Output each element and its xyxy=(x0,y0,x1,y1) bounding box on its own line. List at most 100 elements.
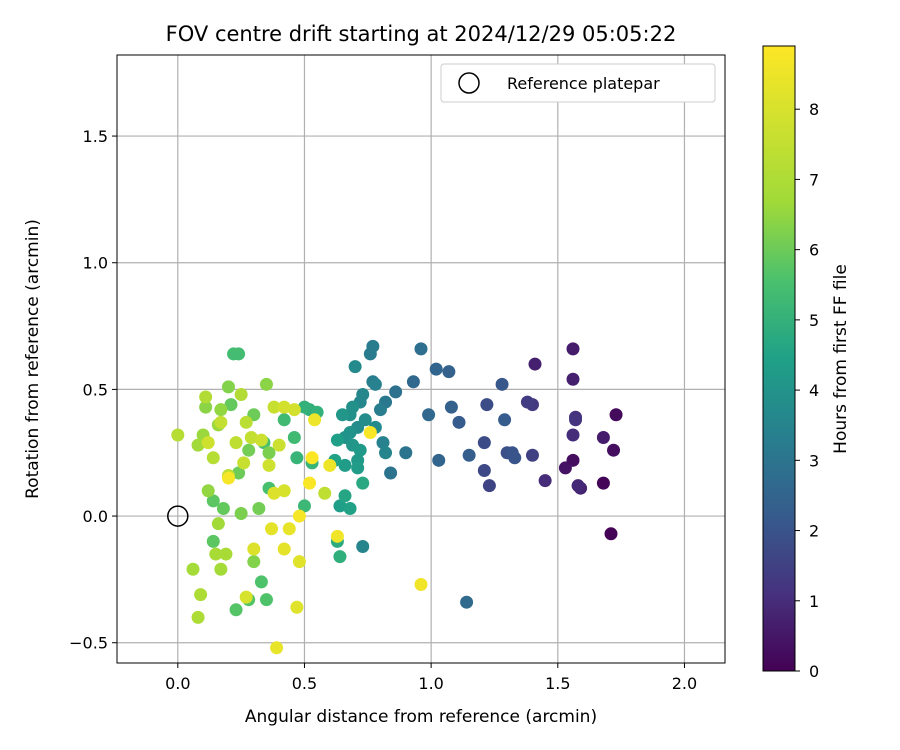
data-point xyxy=(254,433,268,447)
colorbar-tick-label: 6 xyxy=(809,241,819,260)
data-point xyxy=(234,387,248,401)
data-point xyxy=(462,448,476,462)
data-point xyxy=(566,372,580,386)
data-point xyxy=(538,474,552,488)
data-point xyxy=(209,547,223,561)
data-point xyxy=(384,466,398,480)
data-point xyxy=(528,357,542,371)
data-point xyxy=(566,342,580,356)
data-point xyxy=(221,471,235,485)
data-point xyxy=(343,501,357,515)
data-point xyxy=(201,436,215,450)
data-point xyxy=(452,415,466,429)
y-tick-label: 0.0 xyxy=(83,507,108,526)
x-tick-label: 0.0 xyxy=(165,674,190,693)
data-point xyxy=(353,443,367,457)
data-point xyxy=(368,377,382,391)
data-point xyxy=(338,458,352,472)
data-point xyxy=(308,413,322,427)
data-point xyxy=(356,476,370,490)
data-point xyxy=(199,390,213,404)
y-axis-ticks: −0.5 0.0 0.5 1.0 1.5 xyxy=(69,127,117,653)
data-point xyxy=(262,458,276,472)
data-point xyxy=(406,375,420,389)
data-point xyxy=(199,400,213,414)
data-point xyxy=(277,413,291,427)
data-point xyxy=(292,555,306,569)
data-point xyxy=(227,347,241,361)
data-point xyxy=(214,562,228,576)
data-point xyxy=(206,534,220,548)
data-point xyxy=(495,377,509,391)
data-point xyxy=(323,458,337,472)
y-tick-label: −0.5 xyxy=(69,634,108,653)
colorbar-tick-label: 4 xyxy=(809,381,819,400)
data-point xyxy=(480,398,494,412)
data-point xyxy=(566,428,580,442)
data-point xyxy=(596,476,610,490)
legend-entry-label: Reference platepar xyxy=(507,74,660,93)
data-point xyxy=(356,539,370,553)
data-point xyxy=(333,550,347,564)
data-point xyxy=(505,446,519,460)
data-point xyxy=(277,484,291,498)
data-point xyxy=(262,446,276,460)
data-point xyxy=(571,479,585,493)
data-point xyxy=(297,400,311,414)
data-point xyxy=(399,446,413,460)
data-point xyxy=(254,575,268,589)
colorbar-ticks: 0 1 2 3 4 5 6 7 8 xyxy=(795,100,819,681)
data-point xyxy=(292,509,306,523)
data-point xyxy=(232,466,246,480)
data-point xyxy=(191,438,205,452)
data-point xyxy=(247,555,261,569)
data-point xyxy=(214,415,228,429)
y-tick-label: 1.0 xyxy=(83,254,108,273)
data-point xyxy=(429,362,443,376)
data-point xyxy=(272,438,286,452)
colorbar: 0 1 2 3 4 5 6 7 8 Hours from first FF file xyxy=(762,45,851,681)
data-point xyxy=(379,446,393,460)
data-point xyxy=(444,400,458,414)
data-point xyxy=(414,577,428,591)
data-point xyxy=(376,436,390,450)
data-point xyxy=(259,593,273,607)
data-point xyxy=(348,360,362,374)
data-point xyxy=(282,522,296,536)
data-point xyxy=(596,431,610,445)
colorbar-tick-label: 5 xyxy=(809,311,819,330)
data-point xyxy=(201,484,215,498)
data-point xyxy=(252,501,266,515)
data-point xyxy=(234,507,248,521)
chart-title: FOV centre drift starting at 2024/12/29 … xyxy=(166,22,677,46)
data-point xyxy=(259,377,273,391)
x-tick-label: 2.0 xyxy=(672,674,697,693)
colorbar-gradient xyxy=(762,45,796,672)
data-point xyxy=(569,413,583,427)
data-point xyxy=(267,400,281,414)
x-tick-label: 1.5 xyxy=(545,674,570,693)
data-point xyxy=(287,431,301,445)
data-point xyxy=(303,476,317,490)
colorbar-tick-label: 8 xyxy=(809,100,819,119)
data-point xyxy=(194,588,208,602)
data-point xyxy=(460,595,474,609)
data-point xyxy=(330,433,344,447)
data-point xyxy=(520,395,534,409)
data-point xyxy=(239,590,253,604)
colorbar-tick-label: 0 xyxy=(809,662,819,681)
data-point xyxy=(305,451,319,465)
data-point xyxy=(482,479,496,493)
y-tick-label: 0.5 xyxy=(83,380,108,399)
data-point xyxy=(287,403,301,417)
x-tick-label: 0.5 xyxy=(292,674,317,693)
colorbar-tick-label: 2 xyxy=(809,522,819,541)
data-point xyxy=(242,443,256,457)
data-point xyxy=(318,486,332,500)
data-point xyxy=(477,436,491,450)
data-point xyxy=(290,451,304,465)
data-point xyxy=(297,499,311,513)
data-point xyxy=(432,453,446,467)
data-point xyxy=(442,365,456,379)
data-point xyxy=(244,431,258,445)
